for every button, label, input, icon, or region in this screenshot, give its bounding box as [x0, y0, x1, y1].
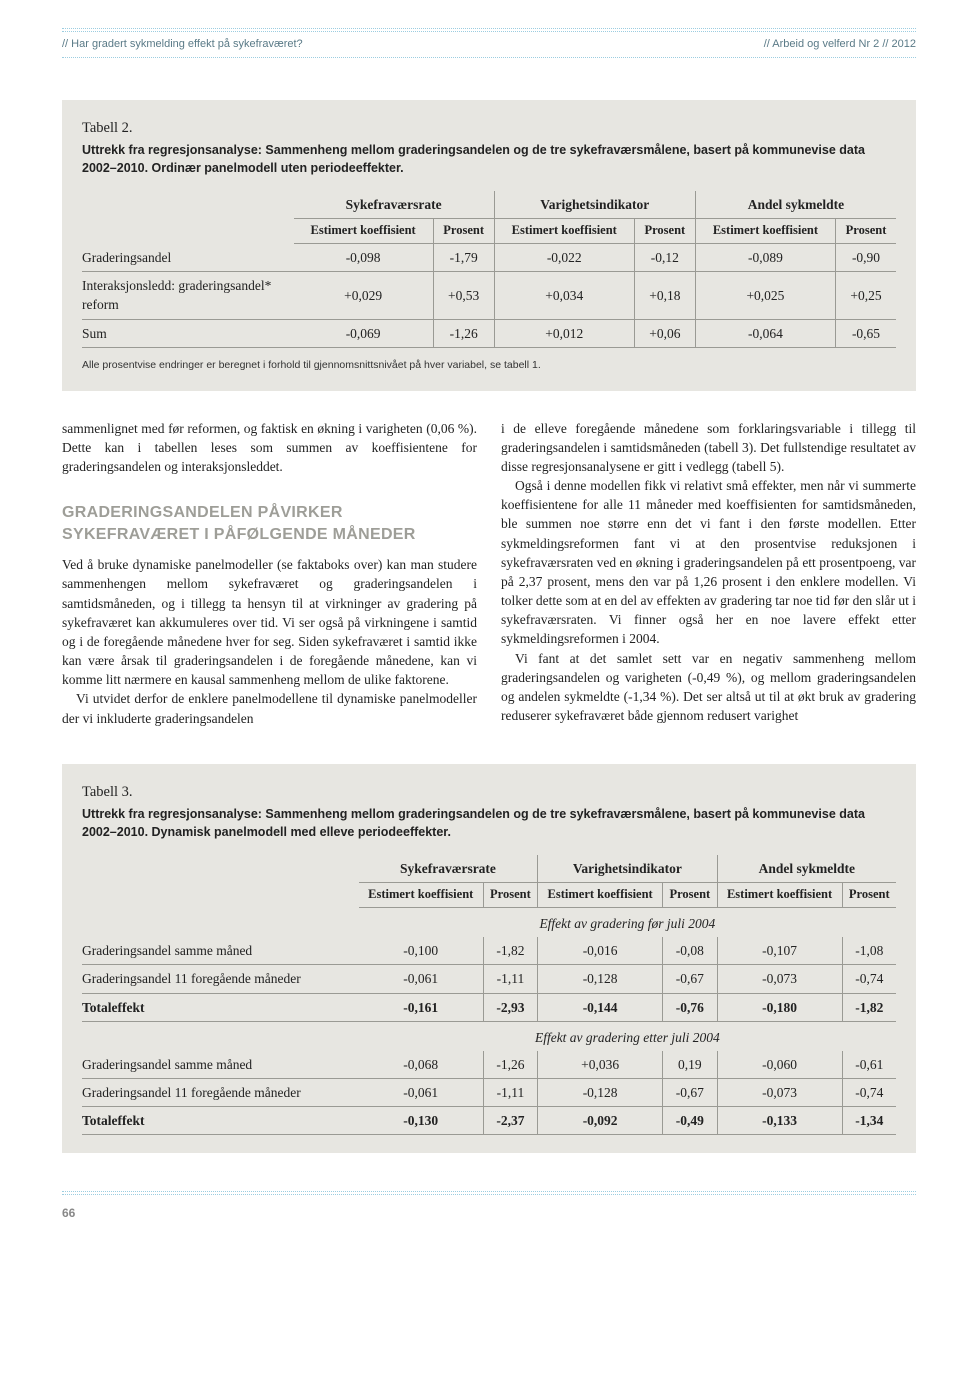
table-row: Sykefraværsrate Varighetsindikator Andel… — [82, 191, 896, 219]
table2-block: Tabell 2. Uttrekk fra regresjonsanalyse:… — [62, 100, 916, 391]
table-row: Effekt av gradering etter juli 2004 — [82, 1021, 896, 1051]
row-label: Totaleffekt — [82, 1107, 359, 1135]
paragraph: Også i denne modellen fikk vi relativt s… — [501, 476, 916, 648]
table2-footnote: Alle prosentvise endringer er beregnet i… — [82, 358, 896, 373]
left-column: sammenlignet med før reformen, og faktis… — [62, 419, 477, 728]
table-row: Graderingsandel 11 foregående måneder -0… — [82, 965, 896, 993]
col-group: Varighetsindikator — [494, 191, 695, 219]
col-group: Varighetsindikator — [538, 855, 717, 883]
running-head-right: // Arbeid og velferd Nr 2 // 2012 — [764, 37, 916, 53]
table-row: Graderingsandel samme måned -0,068 -1,26… — [82, 1051, 896, 1079]
row-label: Sum — [82, 319, 294, 347]
paragraph: i de elleve foregående månedene som fork… — [501, 419, 916, 476]
row-label: Graderingsandel 11 foregående måneder — [82, 965, 359, 993]
table3: Sykefraværsrate Varighetsindikator Andel… — [82, 855, 896, 1135]
table3-title: Tabell 3. — [82, 782, 896, 803]
row-label: Graderingsandel samme måned — [82, 1051, 359, 1079]
col-sub: Prosent — [663, 883, 717, 908]
col-sub: Prosent — [842, 883, 896, 908]
col-sub: Prosent — [836, 219, 896, 244]
dot-rule — [62, 57, 916, 58]
right-column: i de elleve foregående månedene som fork… — [501, 419, 916, 728]
page-number: 66 — [62, 1205, 916, 1222]
table3-block: Tabell 3. Uttrekk fra regresjonsanalyse:… — [62, 764, 916, 1154]
row-label: Graderingsandel 11 foregående måneder — [82, 1079, 359, 1107]
col-sub: Estimert koeffisient — [538, 883, 663, 908]
paragraph: Ved å bruke dynamiske panelmodeller (se … — [62, 555, 477, 689]
table2-caption: Uttrekk fra regresjonsanalyse: Sammenhen… — [82, 142, 896, 177]
row-label: Graderingsandel — [82, 244, 294, 272]
col-sub: Prosent — [433, 219, 494, 244]
table-row: Sykefraværsrate Varighetsindikator Andel… — [82, 855, 896, 883]
table-row: Estimert koeffisient Prosent Estimert ko… — [82, 883, 896, 908]
table-row: Effekt av gradering før juli 2004 — [82, 908, 896, 938]
table-row: Totaleffekt -0,161 -2,93 -0,144 -0,76 -0… — [82, 993, 896, 1021]
running-head-left: // Har gradert sykmelding effekt på syke… — [62, 37, 303, 53]
table2: Sykefraværsrate Varighetsindikator Andel… — [82, 191, 896, 348]
row-label: Graderingsandel samme måned — [82, 937, 359, 965]
section-label: Effekt av gradering etter juli 2004 — [359, 1021, 896, 1051]
section-heading: GRADERINGSANDELEN PÅVIRKER SYKEFRAVÆRET … — [62, 502, 477, 545]
col-group: Andel sykmeldte — [717, 855, 896, 883]
table-row: Interaksjonsledd: graderingsandel* refor… — [82, 272, 896, 319]
col-group: Andel sykmeldte — [695, 191, 896, 219]
col-group: Sykefraværsrate — [294, 191, 495, 219]
col-sub: Prosent — [634, 219, 695, 244]
col-sub: Prosent — [483, 883, 537, 908]
col-sub: Estimert koeffisient — [294, 219, 434, 244]
col-sub: Estimert koeffisient — [359, 883, 483, 908]
table-row: Sum -0,069 -1,26 +0,012 +0,06 -0,064 -0,… — [82, 319, 896, 347]
running-head: // Har gradert sykmelding effekt på syke… — [62, 35, 916, 57]
col-sub: Estimert koeffisient — [695, 219, 835, 244]
section-label: Effekt av gradering før juli 2004 — [359, 908, 896, 938]
table-row: Graderingsandel samme måned -0,100 -1,82… — [82, 937, 896, 965]
table-row: Estimert koeffisient Prosent Estimert ko… — [82, 219, 896, 244]
col-sub: Estimert koeffisient — [717, 883, 842, 908]
top-rule — [62, 28, 916, 32]
paragraph: Vi utvidet derfor de enklere panelmodell… — [62, 689, 477, 727]
table3-caption: Uttrekk fra regresjonsanalyse: Sammenhen… — [82, 806, 896, 841]
table2-title: Tabell 2. — [82, 118, 896, 139]
row-label: Totaleffekt — [82, 993, 359, 1021]
col-sub: Estimert koeffisient — [494, 219, 634, 244]
body-columns: sammenlignet med før reformen, og faktis… — [62, 419, 916, 728]
paragraph: sammenlignet med før reformen, og faktis… — [62, 419, 477, 476]
bottom-rule — [62, 1191, 916, 1195]
table-row: Graderingsandel -0,098 -1,79 -0,022 -0,1… — [82, 244, 896, 272]
row-label: Interaksjonsledd: graderingsandel* refor… — [82, 272, 294, 319]
paragraph: Vi fant at det samlet sett var en negati… — [501, 649, 916, 726]
col-group: Sykefraværsrate — [359, 855, 538, 883]
table-row: Graderingsandel 11 foregående måneder -0… — [82, 1079, 896, 1107]
table-row: Totaleffekt -0,130 -2,37 -0,092 -0,49 -0… — [82, 1107, 896, 1135]
